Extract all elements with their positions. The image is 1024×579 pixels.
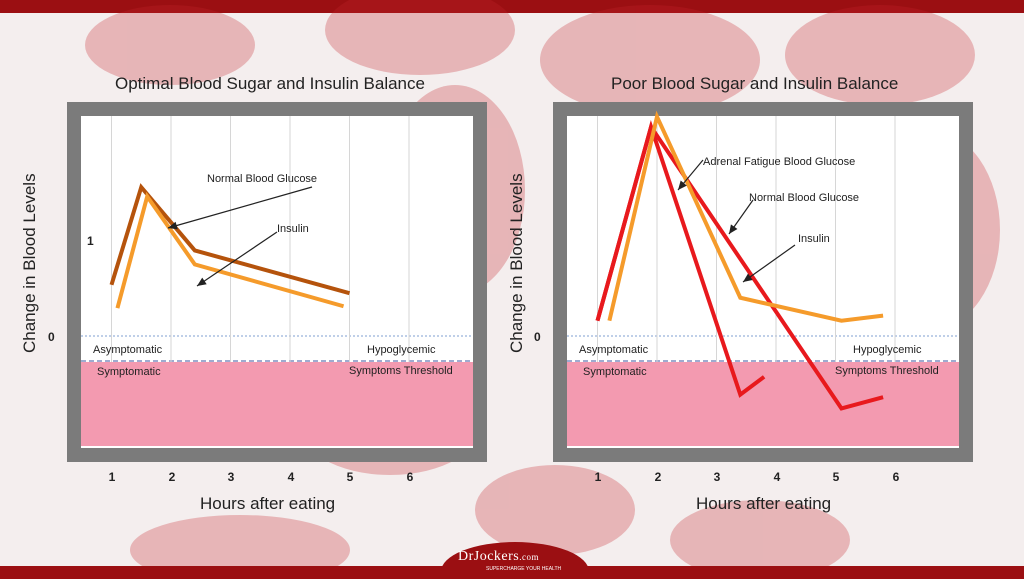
- logo-tagline: SUPERCHARGE YOUR HEALTH: [486, 566, 562, 572]
- annotation-arrowhead-0: [168, 221, 178, 230]
- zone-asymptomatic: Asymptomatic: [93, 344, 163, 356]
- x-tick-4: 4: [773, 470, 781, 484]
- annotation-arrowhead-0: [678, 180, 687, 190]
- zone-hypoglycemic: Hypoglycemic: [367, 344, 436, 356]
- series-line-insulin: [115, 191, 345, 309]
- series-line-insulin: [607, 110, 884, 323]
- series-line-normal-blood-glucose: [109, 183, 351, 296]
- zone-symptomatic: Symptomatic: [583, 366, 647, 378]
- annotation-arrowhead-1: [197, 277, 207, 286]
- x-tick-1: 1: [594, 470, 602, 484]
- x-tick-3: 3: [227, 470, 235, 484]
- annotation-insulin: Insulin: [277, 223, 309, 235]
- y-tick-0: 0: [534, 330, 541, 344]
- zone-symptomatic: Symptomatic: [97, 366, 161, 378]
- y-axis-label-poor: Change in Blood Levels: [507, 173, 526, 353]
- y-tick-1: 1: [87, 234, 94, 248]
- x-axis-label-optimal: Hours after eating: [200, 494, 336, 513]
- annotation-arrow-2: [742, 244, 796, 283]
- annotation-arrowhead-2: [743, 273, 753, 282]
- x-tick-6: 6: [892, 470, 900, 484]
- chart-title-optimal: Optimal Blood Sugar and Insulin Balance: [115, 74, 425, 93]
- x-tick-2: 2: [654, 470, 662, 484]
- annotation-arrow-0: [167, 186, 313, 229]
- x-tick-4: 4: [287, 470, 295, 484]
- chart-optimal: [67, 102, 487, 462]
- zone-symptoms-threshold: Symptoms Threshold: [349, 365, 453, 377]
- chart-poor: [553, 102, 973, 462]
- symptom-zone: [81, 362, 473, 446]
- zone-symptoms-threshold: Symptoms Threshold: [835, 365, 939, 377]
- x-tick-2: 2: [168, 470, 176, 484]
- series-line-normal-blood-glucose: [595, 122, 884, 411]
- logo-wordmark[interactable]: DrJockers.com: [458, 549, 540, 564]
- top-brand-bar: [0, 0, 1024, 13]
- annotation-normal-glucose: Normal Blood Glucose: [749, 192, 860, 204]
- x-tick-6: 6: [406, 470, 414, 484]
- y-tick-0: 0: [48, 330, 55, 344]
- x-tick-5: 5: [832, 470, 840, 484]
- annotation-adrenal-glucose: Adrenal Fatigue Blood Glucose: [703, 156, 856, 168]
- zone-asymptomatic: Asymptomatic: [579, 344, 649, 356]
- annotation-insulin: Insulin: [798, 233, 830, 245]
- annotation-normal-glucose: Normal Blood Glucose: [207, 173, 318, 185]
- annotation-arrowhead-1: [729, 224, 738, 234]
- zone-hypoglycemic: Hypoglycemic: [853, 344, 922, 356]
- x-axis-label-poor: Hours after eating: [696, 494, 832, 513]
- y-axis-label-optimal: Change in Blood Levels: [20, 173, 39, 353]
- x-tick-3: 3: [713, 470, 721, 484]
- chart-title-poor: Poor Blood Sugar and Insulin Balance: [611, 74, 899, 93]
- x-tick-1: 1: [108, 470, 116, 484]
- x-tick-5: 5: [346, 470, 354, 484]
- annotation-arrow-1: [196, 231, 278, 287]
